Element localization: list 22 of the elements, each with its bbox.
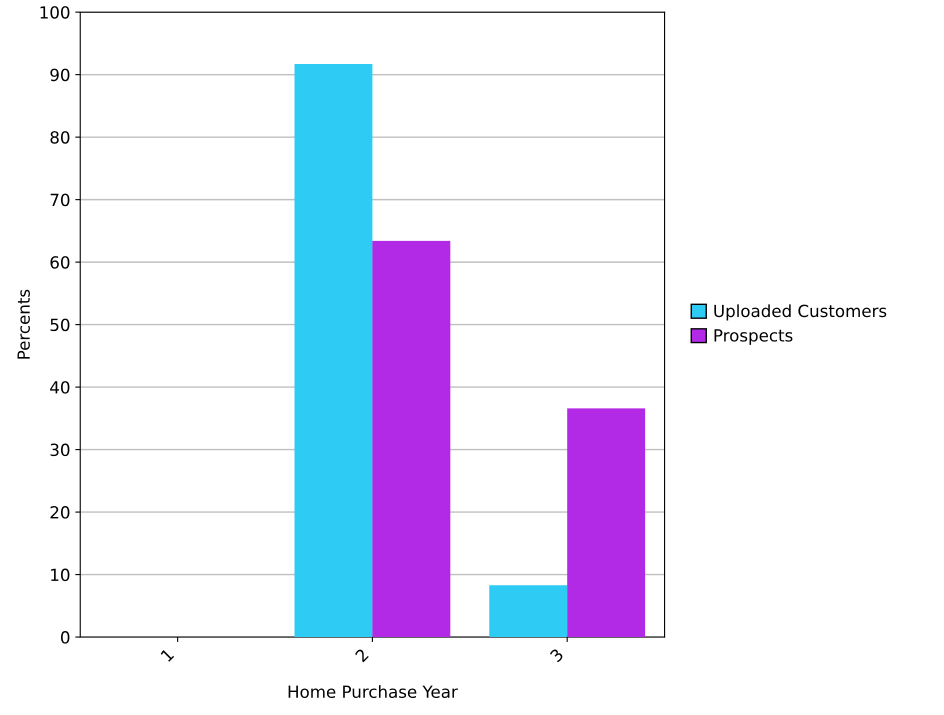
- legend-label: Uploaded Customers: [714, 304, 886, 320]
- y-axis-title: Percents: [18, 290, 30, 359]
- y-tick-label: 90: [50, 68, 70, 82]
- x-tick-label: 1: [160, 648, 174, 662]
- y-tick-label: 40: [50, 381, 70, 394]
- x-tick-label: 3: [549, 648, 564, 663]
- bar: [567, 408, 646, 638]
- bar: [294, 64, 372, 638]
- bar: [489, 585, 568, 638]
- y-tick-label: 80: [50, 131, 70, 144]
- y-tick-label: 20: [50, 506, 70, 519]
- y-tick-label: 100: [40, 6, 70, 19]
- x-axis-title: Home Purchase Year: [288, 685, 458, 698]
- y-tick-label: 0: [61, 631, 70, 644]
- y-tick-label: 10: [51, 568, 70, 582]
- bar: [372, 240, 450, 638]
- x-tick-label: 2: [354, 648, 369, 662]
- y-tick-label: 30: [50, 444, 70, 456]
- y-tick-label: 50: [50, 318, 70, 332]
- y-tick-label: 70: [50, 194, 70, 206]
- y-tick-label: 60: [50, 256, 70, 269]
- legend-label: Prospects: [714, 329, 792, 345]
